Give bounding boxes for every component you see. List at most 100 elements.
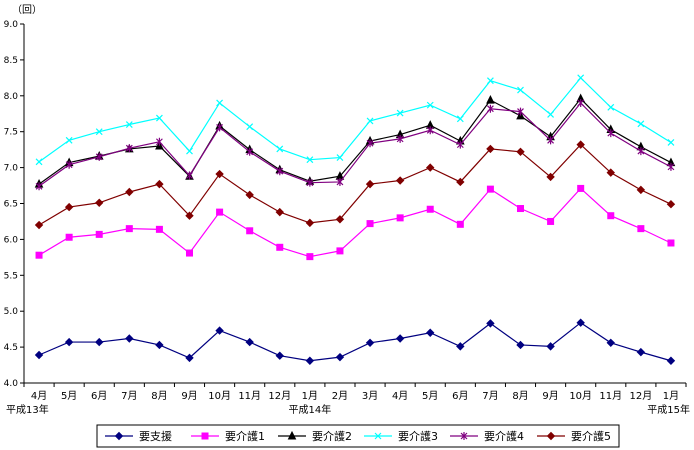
legend-box [96,424,620,448]
data-point [34,220,44,230]
data-point [456,115,464,123]
data-point [456,140,464,149]
data-point [305,356,315,365]
data-point [486,77,494,85]
data-point [456,342,465,351]
data-point [456,220,464,228]
data-point [65,160,73,169]
legend-item: 要支援 [105,429,172,443]
data-point [637,225,645,233]
data-point [546,172,555,182]
data-point [125,121,133,128]
series-2 [35,184,675,261]
legend-label: 要介護2 [312,429,352,443]
data-point [547,111,555,118]
data-point [637,147,645,156]
data-point [246,123,254,131]
data-point [396,109,404,117]
series-6 [34,140,676,230]
data-point [275,207,284,217]
data-point [335,215,345,224]
legend-item: 要介護4 [450,429,524,443]
x-tick-label: 10月 [208,390,231,402]
data-point [667,239,675,247]
data-point [216,99,224,107]
data-point [95,128,103,136]
y-tick-label: 6.5 [4,200,18,210]
data-point [366,220,374,228]
axes: 4.0 4.5 5.0 5.5 6.0 6.5 7.0 7.5 8.0 8.5 9.0 4月 5月 6月 7… [4,20,690,416]
x-tick-label: 2月 [332,390,348,402]
data-point [276,167,284,176]
data-point [666,356,676,365]
y-tick-label: 9.0 [4,20,19,30]
legend-label: 要介護4 [484,429,524,443]
data-point [185,353,194,363]
y-tick-label: 6.0 [4,235,19,245]
y-tick-label: 4.0 [4,379,19,389]
series-line [38,143,672,226]
data-point [396,214,404,222]
data-point [547,136,555,145]
data-point [185,211,194,220]
data-point [246,227,254,235]
x-tick-label: 9月 [542,390,558,402]
data-point [426,101,434,109]
y-tick-label: 7.5 [4,128,18,138]
legend-item: 要介護1 [191,429,265,443]
data-point [576,318,585,327]
data-point [95,337,104,347]
legend-label: 要支援 [139,429,172,443]
data-point [606,338,615,347]
data-point [486,319,495,328]
data-point [306,156,314,164]
data-point [64,202,74,212]
data-point [64,337,74,347]
series-line [38,97,672,185]
legend-swatch-marker [201,432,209,440]
data-point [486,104,494,113]
series-layer [34,74,676,365]
x-tick-label: 8月 [512,390,528,402]
data-point [546,342,555,351]
x-tick-label: 3月 [362,390,378,402]
data-point [95,198,104,207]
data-point [155,340,164,350]
data-point [607,103,615,111]
data-point [607,129,615,138]
data-point [366,139,374,148]
data-point [275,351,284,360]
data-point [35,251,43,259]
data-point [35,158,43,166]
data-point [365,179,375,189]
x-tick-label: 5月 [61,390,77,402]
series-line [38,102,672,187]
data-point [365,338,375,347]
data-point [65,233,73,241]
data-point [306,253,314,261]
data-point [306,178,314,187]
data-point [186,147,193,155]
series-4 [35,74,675,166]
legend-item: 要介護5 [537,429,611,443]
data-point [65,136,73,144]
year-label: 平成14年 [288,403,331,416]
data-point [215,326,224,335]
series-1 [34,318,676,365]
legend-swatch-marker [114,431,124,441]
data-point [577,74,585,82]
x-tick-label: 6月 [452,390,468,402]
data-point [666,200,676,209]
y-tick-label: 5.0 [4,307,19,317]
data-point [335,352,345,362]
year-label: 平成15年 [647,403,690,416]
data-point [456,177,465,187]
x-tick-label: 4月 [392,390,408,402]
x-tick-label: 7月 [482,390,498,402]
data-point [516,147,525,157]
legend-swatch-marker [460,432,468,440]
data-point [667,139,675,146]
x-tick-label: 7月 [121,390,137,402]
data-point [336,247,344,255]
